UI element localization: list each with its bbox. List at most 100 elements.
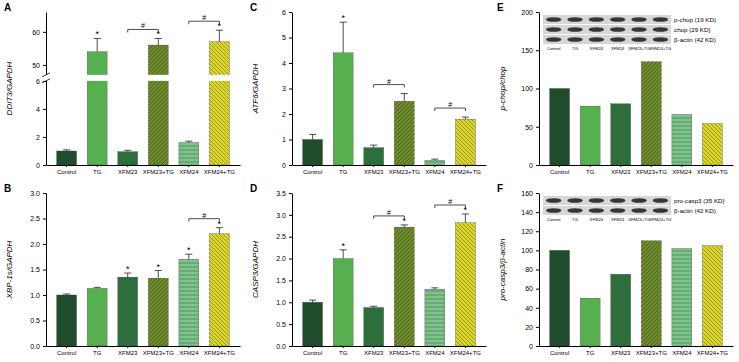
blot-lane-label: XFM24 bbox=[590, 217, 604, 222]
bar-hatch bbox=[455, 223, 475, 346]
x-tick-mark bbox=[465, 165, 466, 167]
blot-band bbox=[631, 27, 646, 32]
x-tick-label: XFM23+TG bbox=[389, 350, 421, 356]
x-tick: XFM23+TG bbox=[636, 346, 668, 356]
y-tick-mark bbox=[289, 324, 292, 325]
x-tick-label: XFM24 bbox=[179, 350, 199, 356]
y-axis-line bbox=[539, 13, 540, 166]
y-tick: 2.0 bbox=[276, 255, 292, 262]
error-bar bbox=[401, 94, 408, 102]
x-tick-label: TG bbox=[93, 350, 102, 356]
error-bar bbox=[370, 145, 377, 148]
y-tick-mark bbox=[43, 109, 46, 110]
y-tick-mark bbox=[289, 346, 292, 347]
x-tick-mark bbox=[681, 165, 682, 167]
y-tick-mark bbox=[289, 140, 292, 141]
blot-band bbox=[631, 37, 646, 42]
bar bbox=[672, 248, 692, 346]
x-tick-label: Control bbox=[57, 350, 76, 356]
x-tick-mark bbox=[651, 165, 652, 167]
y-tick: 50 bbox=[32, 62, 46, 69]
y-tick-mark bbox=[536, 127, 539, 128]
bracket bbox=[128, 29, 159, 32]
panel: 050100150200ControlTGXFM23XFM23+TGXFM24X… bbox=[497, 2, 734, 175]
error-bar bbox=[309, 300, 316, 302]
significance-mark: * bbox=[95, 29, 99, 39]
y-tick-label: 2 bbox=[282, 111, 286, 118]
y-tick-label: 3.0 bbox=[276, 212, 286, 219]
y-tick-mark bbox=[289, 280, 292, 281]
bracket bbox=[435, 108, 466, 111]
bracket-label: # bbox=[141, 22, 145, 29]
bar bbox=[611, 104, 631, 165]
y-axis: 050100150200 bbox=[521, 9, 539, 169]
y-tick-mark bbox=[536, 289, 539, 290]
x-tick: TG bbox=[339, 165, 348, 175]
x-tick-label: XFM24 bbox=[425, 169, 445, 175]
significance-mark: * bbox=[187, 245, 191, 255]
bar bbox=[550, 89, 570, 166]
bar bbox=[425, 160, 445, 165]
x-tick: XFM23+TG bbox=[143, 346, 175, 356]
error-bar bbox=[94, 38, 101, 51]
y-tick: 2.5 bbox=[30, 215, 46, 222]
y-tick-label: 3.0 bbox=[30, 190, 40, 197]
blot-band bbox=[567, 17, 582, 22]
panel-letter: B bbox=[4, 183, 11, 194]
bracket bbox=[374, 216, 405, 219]
plot: 050100150200ControlTGXFM23XFM23+TGXFM24X… bbox=[498, 9, 734, 176]
bar-hatch bbox=[672, 248, 692, 346]
x-tick-label: XFM24+TG bbox=[697, 169, 729, 175]
x-tick: XFM24+TG bbox=[697, 346, 729, 356]
x-axis-line bbox=[293, 165, 487, 166]
bar bbox=[57, 151, 77, 165]
x-tick: XFM24 bbox=[179, 165, 199, 175]
y-tick: 100 bbox=[521, 85, 539, 92]
y-axis-title: pro-casp3/β-actin bbox=[498, 238, 507, 301]
plot: 0123456ControlTGXFM23XFM23+TGXFM24XFM24+… bbox=[251, 9, 487, 176]
blot-band bbox=[546, 198, 561, 203]
x-tick: XFM23+TG bbox=[389, 165, 421, 175]
x-tick-label: XFM23 bbox=[364, 350, 384, 356]
blot-lane-label: XFM23+TG bbox=[628, 217, 650, 222]
y-tick: 60 bbox=[525, 285, 539, 292]
x-axis-line bbox=[293, 346, 487, 347]
blot-band bbox=[653, 27, 668, 32]
error-bar bbox=[216, 30, 223, 42]
bar-hatch bbox=[672, 115, 692, 165]
y-tick: 1.0 bbox=[276, 299, 292, 306]
panel-letter: F bbox=[497, 183, 503, 194]
x-tick-label: XFM23+TG bbox=[143, 169, 175, 175]
y-tick-label: 0.0 bbox=[30, 343, 40, 350]
blot-band bbox=[567, 198, 582, 203]
y-tick-mark bbox=[536, 12, 539, 13]
blot-band bbox=[631, 17, 646, 22]
bar bbox=[394, 227, 414, 346]
bar bbox=[702, 124, 722, 165]
y-tick-label: 20 bbox=[525, 324, 533, 331]
bar bbox=[303, 140, 323, 166]
blot-lane-label: XFM24 bbox=[611, 46, 625, 51]
blot-strip bbox=[543, 15, 671, 24]
y-tick-label: 3.5 bbox=[276, 190, 286, 197]
blot-band bbox=[653, 17, 668, 22]
bar bbox=[87, 52, 107, 165]
bar bbox=[333, 53, 353, 165]
panel: 02465060ControlTGXFM23XFM23+TGXFM24XFM24… bbox=[4, 2, 241, 175]
bar bbox=[57, 295, 77, 346]
x-axis: ControlTGXFM23XFM23+TGXFM24XFM24+TG bbox=[293, 165, 487, 175]
x-tick-label: TG bbox=[339, 169, 348, 175]
y-tick-label: 0.0 bbox=[276, 343, 286, 350]
x-tick: XFM24+TG bbox=[204, 346, 236, 356]
y-tick-label: 1.5 bbox=[276, 277, 286, 284]
blot-band bbox=[589, 37, 604, 42]
blot-band-label: β-actin (42 KD) bbox=[674, 207, 716, 214]
x-tick-label: XFM23+TG bbox=[636, 350, 668, 356]
blot-band-label: chop (29 KD) bbox=[674, 26, 710, 33]
bar-hatch bbox=[455, 119, 475, 165]
y-tick-mark bbox=[536, 308, 539, 309]
y-tick-mark bbox=[289, 38, 292, 39]
x-axis: ControlTGXFM23XFM23+TGXFM24XFM24+TG bbox=[540, 165, 734, 175]
blot-lane-label: XFM24+TG bbox=[649, 46, 671, 51]
error-bar bbox=[340, 250, 347, 259]
